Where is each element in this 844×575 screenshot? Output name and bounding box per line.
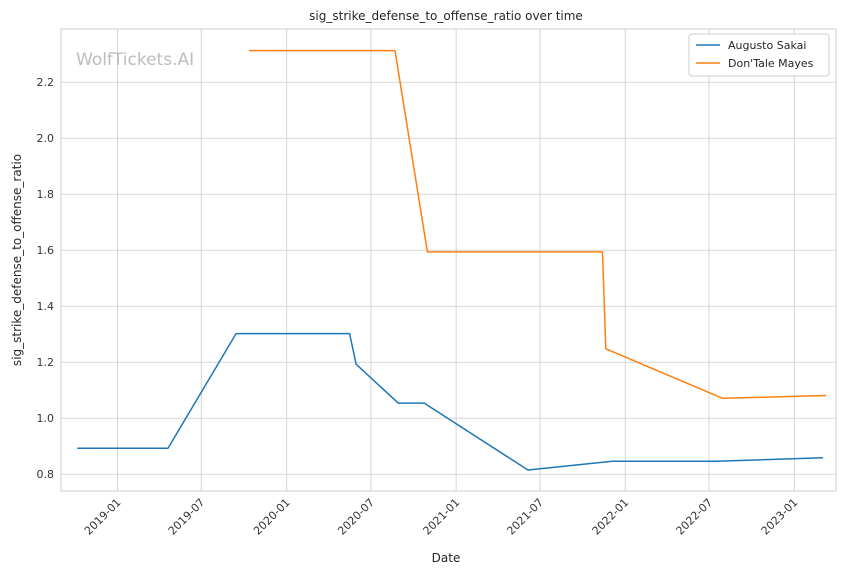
y-tick-label: 0.8 xyxy=(37,468,55,481)
x-axis-label: Date xyxy=(432,551,461,565)
x-tick-label: 2021-07 xyxy=(504,496,546,538)
y-tick-label: 2.0 xyxy=(37,132,55,145)
y-tick-label: 1.2 xyxy=(37,356,55,369)
x-tick-label: 2019-07 xyxy=(166,496,208,538)
legend-label-sakai: Augusto Sakai xyxy=(728,39,806,52)
y-tick-label: 1.6 xyxy=(37,244,55,257)
grid xyxy=(61,29,836,491)
x-tick-label: 2020-01 xyxy=(251,496,293,538)
series-line-1 xyxy=(249,49,827,400)
x-tick-label: 2022-07 xyxy=(673,496,715,538)
x-tick-label: 2021-01 xyxy=(421,496,463,538)
y-axis-label: sig_strike_defense_to_offense_ratio xyxy=(10,154,24,366)
x-tick-label: 2020-07 xyxy=(335,496,377,538)
x-tick-label: 2023-01 xyxy=(759,496,801,538)
series-line-0 xyxy=(77,332,824,471)
y-tick-label: 1.4 xyxy=(37,300,55,313)
chart-title: sig_strike_defense_to_offense_ratio over… xyxy=(309,9,583,23)
x-tick-label: 2019-01 xyxy=(82,496,124,538)
plot-area xyxy=(60,28,837,492)
legend-box xyxy=(688,33,830,77)
x-axis: 2019-01 2019-07 2020-01 2020-07 2021-01 2021-… xyxy=(82,496,800,538)
y-tick-label: 2.2 xyxy=(37,76,55,89)
y-tick-label: 1.8 xyxy=(37,188,55,201)
series-layer xyxy=(77,49,827,471)
watermark: WolfTickets.AI xyxy=(76,50,194,70)
y-axis: 0.8 1.0 1.2 1.4 1.6 1.8 2.0 2.2 xyxy=(37,76,55,481)
x-tick-label: 2022-01 xyxy=(590,496,632,538)
legend-label-mayes: Don'Tale Mayes xyxy=(728,57,814,70)
y-tick-label: 1.0 xyxy=(37,412,55,425)
legend: Augusto Sakai Don'Tale Mayes xyxy=(688,33,830,77)
